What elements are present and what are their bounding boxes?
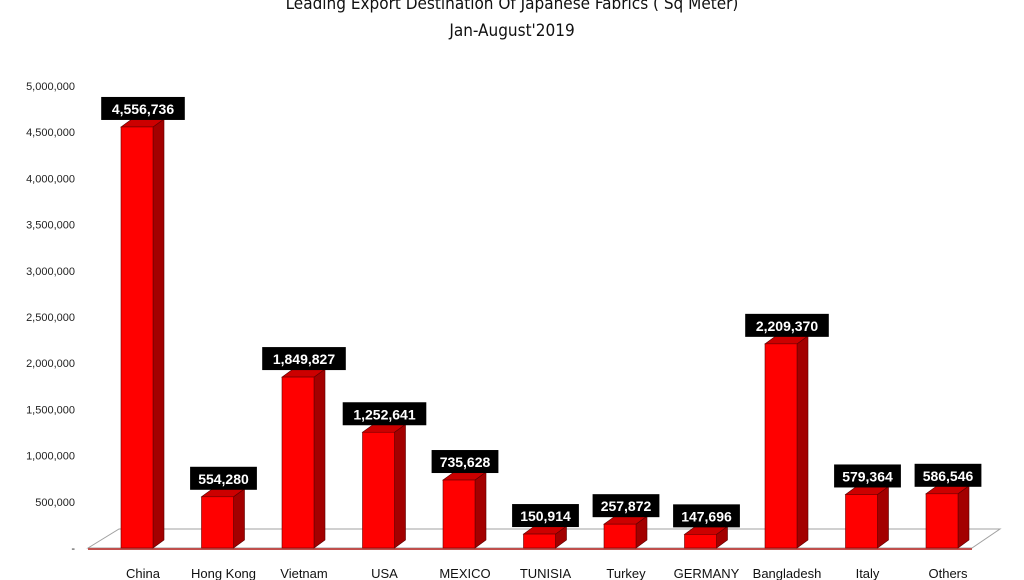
bar-side [877, 485, 889, 549]
x-tick-label: Hong Kong [191, 566, 256, 580]
data-label: 735,628 [431, 450, 499, 474]
bar-side [796, 335, 809, 549]
bar [764, 335, 809, 549]
y-tick-label: - [71, 543, 75, 555]
y-tick-label: 3,500,000 [26, 220, 75, 232]
x-tick-label: USA [371, 566, 398, 580]
bar-front [764, 343, 798, 549]
data-label-box [512, 504, 579, 528]
y-tick-label: 2,500,000 [26, 312, 75, 324]
bar-front [362, 431, 395, 549]
bar-front [442, 479, 476, 549]
bar-side [394, 423, 406, 549]
data-label-text: 554,280 [198, 471, 249, 487]
x-axis: China Hong Kong Vietnam USA MEXICO TUNISIA Tur… [126, 566, 968, 580]
x-tick-label: GERMANY [674, 566, 740, 580]
data-label-box [190, 466, 257, 490]
data-label-text: 4,556,736 [112, 101, 174, 117]
bar [844, 485, 890, 549]
y-tick-label: 1,500,000 [26, 404, 75, 416]
y-tick-label: 1,000,000 [26, 451, 75, 463]
bar [200, 488, 246, 549]
bar-front [201, 496, 234, 549]
data-label-text: 579,364 [842, 468, 893, 484]
data-label-text: 257,872 [601, 498, 652, 514]
bar [925, 485, 970, 549]
y-tick-label: 500,000 [35, 497, 75, 509]
bar [683, 525, 729, 549]
bar-front [603, 523, 637, 549]
data-label-text: 586,546 [923, 468, 974, 484]
data-label-text: 150,914 [520, 508, 571, 524]
data-label-box [342, 402, 427, 426]
bar-front [845, 494, 878, 549]
bar-side [474, 471, 487, 549]
x-tick-label: Turkey [606, 566, 646, 580]
bar-front [925, 493, 959, 549]
bar-front [523, 533, 556, 549]
y-axis: - 500,000 1,000,000 1,500,000 2,000,000 2,500… [26, 81, 75, 555]
y-tick-label: 5,000,000 [26, 81, 75, 93]
bar [442, 471, 487, 549]
y-tick-label: 4,500,000 [26, 127, 75, 139]
x-tick-label: China [126, 566, 161, 580]
y-tick-label: 2,000,000 [26, 358, 75, 370]
bar-front [281, 376, 315, 549]
chart-title: Leading Export Destination Of Japanese F… [285, 0, 739, 14]
x-tick-label: TUNISIA [520, 566, 572, 580]
bar-side [152, 118, 165, 549]
x-tick-label: Others [928, 566, 968, 580]
data-label: 150,914 [512, 504, 579, 528]
y-tick-label: 4,000,000 [26, 173, 75, 185]
bar-front [120, 126, 154, 549]
x-tick-label: MEXICO [439, 566, 490, 580]
data-label-box [431, 450, 499, 474]
chart-subtitle: Jan-August'2019 [449, 21, 575, 41]
data-label-box [592, 494, 660, 518]
data-label-box [834, 464, 901, 488]
data-label: 257,872 [592, 494, 660, 518]
data-label: 4,556,736 [101, 96, 185, 120]
y-tick-label: 3,000,000 [26, 266, 75, 278]
data-label: 2,209,370 [745, 313, 829, 337]
bars [120, 118, 970, 549]
data-label: 1,252,641 [342, 402, 427, 426]
bar-front [684, 534, 717, 549]
data-label-box [914, 463, 982, 487]
bar [120, 118, 165, 549]
data-label-box [101, 96, 185, 120]
data-label: 586,546 [914, 463, 982, 487]
data-label-box [745, 313, 829, 337]
x-tick-label: Italy [856, 566, 880, 580]
x-tick-label: Vietnam [280, 566, 327, 580]
bar-side [233, 488, 245, 549]
data-label: 554,280 [190, 466, 257, 490]
data-label-text: 147,696 [681, 508, 732, 524]
data-label-text: 1,252,641 [353, 406, 415, 422]
bar-side [957, 485, 970, 549]
data-label: 147,696 [673, 504, 740, 528]
bar-side [313, 368, 326, 549]
data-label-box [262, 347, 346, 371]
bar [281, 368, 326, 549]
bar [361, 423, 407, 549]
data-label-text: 1,849,827 [273, 351, 335, 367]
data-labels: 4,556,736 554,280 1,849,827 1,252,641 735,62… [101, 96, 982, 528]
data-label: 1,849,827 [262, 347, 346, 371]
data-label-text: 735,628 [440, 454, 491, 470]
data-label: 579,364 [834, 464, 901, 488]
bar [603, 515, 648, 549]
bar [522, 525, 568, 549]
data-label-text: 2,209,370 [756, 318, 818, 334]
x-tick-label: Bangladesh [753, 566, 822, 580]
data-label-box [673, 504, 740, 528]
